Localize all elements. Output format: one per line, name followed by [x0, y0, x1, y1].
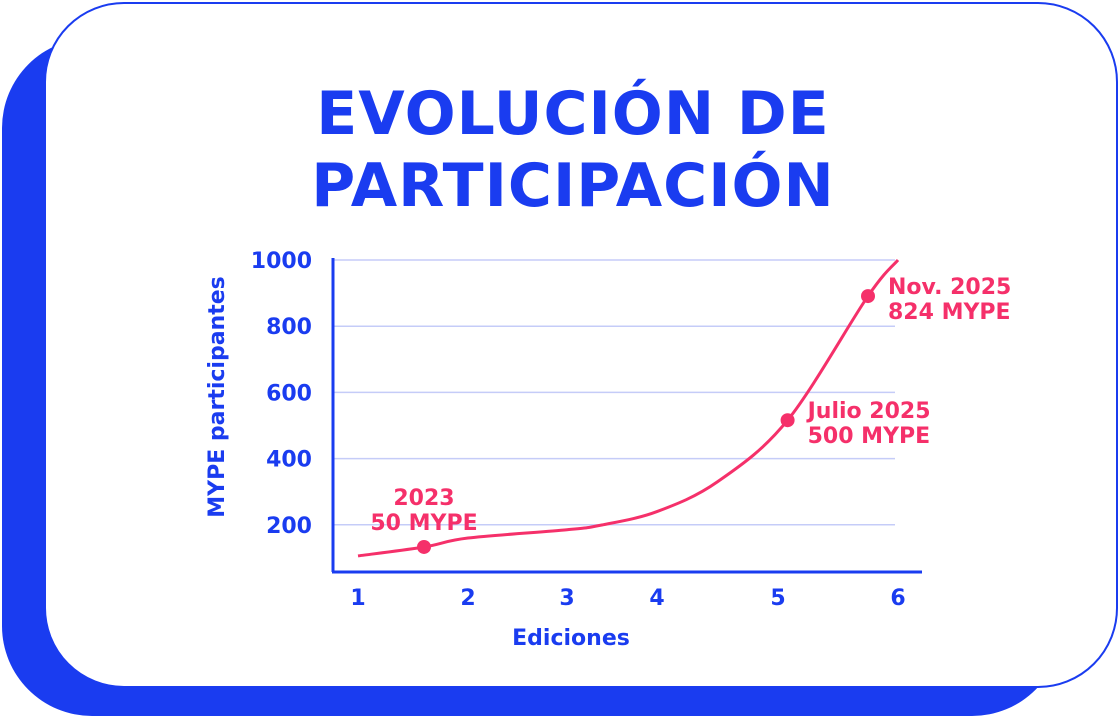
y-tick-label: 200 — [266, 514, 312, 539]
title-line-2: PARTICIPACIÓN — [311, 151, 835, 221]
chart-title: EVOLUCIÓN DE PARTICIPACIÓN — [0, 78, 1120, 222]
data-point — [417, 539, 431, 554]
data-label: 2023 — [393, 486, 454, 511]
y-axis-label: MYPE participantes — [205, 276, 230, 518]
x-tick-label: 6 — [890, 586, 905, 611]
card — [44, 2, 1118, 688]
x-tick-label: 1 — [350, 586, 365, 611]
data-label: 824 MYPE — [888, 300, 1011, 325]
data-label: 500 MYPE — [808, 424, 931, 449]
y-tick-label: 400 — [266, 448, 312, 473]
data-label: Julio 2025 — [806, 399, 931, 424]
data-label: Nov. 2025 — [888, 275, 1011, 300]
data-label: 50 MYPE — [370, 511, 477, 536]
data-point — [861, 289, 875, 304]
y-tick-label: 600 — [266, 381, 312, 406]
x-tick-label: 2 — [460, 586, 475, 611]
title-line-1: EVOLUCIÓN DE — [316, 79, 830, 149]
x-axis-label: Ediciones — [512, 626, 630, 651]
x-tick-label: 4 — [649, 586, 664, 611]
y-tick-label: 1000 — [251, 249, 312, 274]
x-tick-label: 3 — [559, 586, 574, 611]
y-tick-label: 800 — [266, 315, 312, 340]
x-tick-label: 5 — [770, 586, 785, 611]
data-point — [780, 413, 795, 428]
series-line — [357, 259, 900, 558]
